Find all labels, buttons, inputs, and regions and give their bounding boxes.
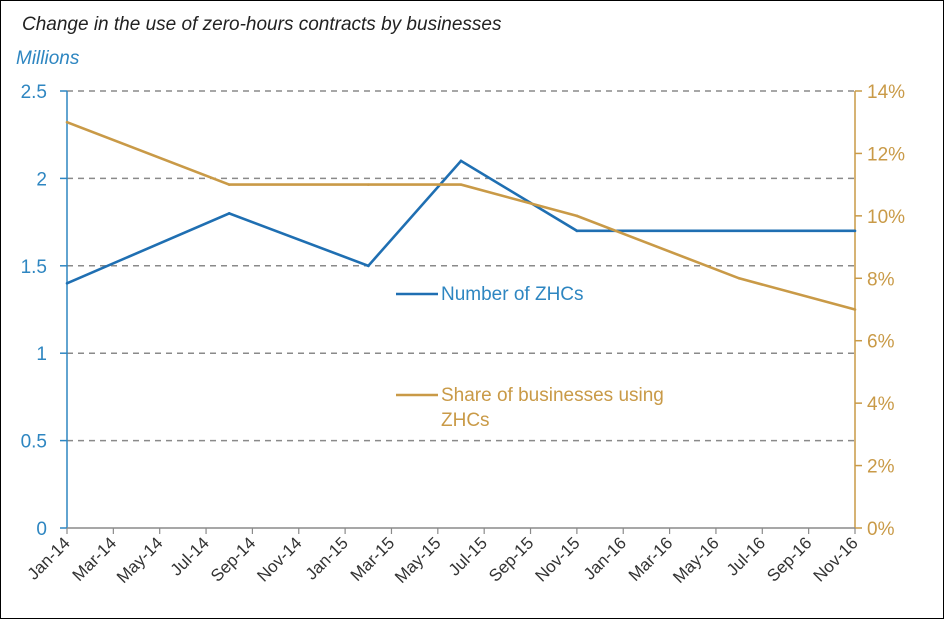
- x-axis-tick-label: Jul-15: [445, 533, 491, 579]
- series-line-2: [66, 120, 856, 311]
- legend-label-number-of-zhcs: Number of ZHCs: [441, 284, 584, 305]
- y-axis-left-tick-label: 1: [36, 344, 47, 365]
- x-axis-tick-label: May-16: [669, 533, 723, 587]
- series-2-point: [366, 183, 370, 186]
- series-2-point: [853, 308, 857, 311]
- series-2-point: [737, 276, 741, 280]
- x-axis-tick-label: Sep-16: [763, 533, 815, 585]
- y-axis-right-tick-label: 8%: [867, 269, 895, 290]
- series-2-point: [575, 214, 579, 218]
- y-axis-left-tick-label: 1.5: [21, 257, 47, 278]
- series-1-point: [853, 229, 857, 233]
- y-axis-right-tick-label: 6%: [867, 332, 895, 353]
- y-axis-left-tick-label: 0: [36, 519, 47, 540]
- chart-title: Change in the use of zero-hours contract…: [22, 14, 502, 35]
- y-axis-right-tick-label: 4%: [867, 394, 895, 415]
- x-axis-tick-label: Jan-16: [580, 533, 630, 583]
- y-axis-left-tick-label: 0.5: [21, 432, 47, 453]
- series-2-point: [459, 183, 463, 186]
- series-1-point: [366, 264, 370, 268]
- x-axis-tick-label: Mar-15: [347, 533, 399, 585]
- y-axis-right-tick-label: 10%: [867, 207, 905, 228]
- y-axis-right-tick-label: 14%: [867, 82, 905, 103]
- y-axis-right-tick-label: 0%: [867, 519, 895, 540]
- x-axis-tick-label: Jul-14: [167, 533, 213, 579]
- x-axis-tick-label: May-14: [113, 533, 167, 587]
- x-axis-tick-label: Jan-14: [24, 533, 74, 583]
- x-axis-tick-label: Nov-16: [810, 533, 862, 585]
- y-axis-left-unit: Millions: [16, 48, 80, 69]
- series-1-point: [575, 229, 579, 233]
- series-1-point: [227, 212, 231, 215]
- x-axis-tick-label: Mar-16: [625, 533, 677, 585]
- x-axis-tick-label: Sep-14: [207, 533, 259, 585]
- legend-label-share-of-businesses-line-1: Share of businesses using: [441, 385, 664, 406]
- series-line-1: [66, 159, 855, 285]
- x-axis-tick-label: May-15: [391, 533, 445, 587]
- series-2-point: [227, 183, 231, 186]
- y-axis-right-tick-label: 2%: [867, 457, 895, 478]
- x-axis-tick-label: Nov-15: [532, 533, 584, 585]
- x-axis-tick-label: Sep-15: [485, 533, 537, 585]
- legend-label-share-of-businesses-line-2: ZHCs: [441, 410, 490, 431]
- x-axis-tick-label: Nov-14: [253, 533, 305, 585]
- series-1-point: [65, 281, 69, 285]
- series-2-point: [65, 120, 69, 124]
- y-axis-left-tick-label: 2.5: [21, 82, 47, 103]
- series-1-point: [459, 159, 463, 163]
- x-axis-tick-label: Jan-15: [302, 533, 352, 583]
- x-axis-tick-label: Jul-16: [723, 533, 769, 579]
- x-axis-tick-label: Mar-14: [69, 533, 121, 585]
- y-axis-right-tick-label: 12%: [867, 144, 905, 165]
- y-axis-left-tick-label: 2: [36, 169, 47, 190]
